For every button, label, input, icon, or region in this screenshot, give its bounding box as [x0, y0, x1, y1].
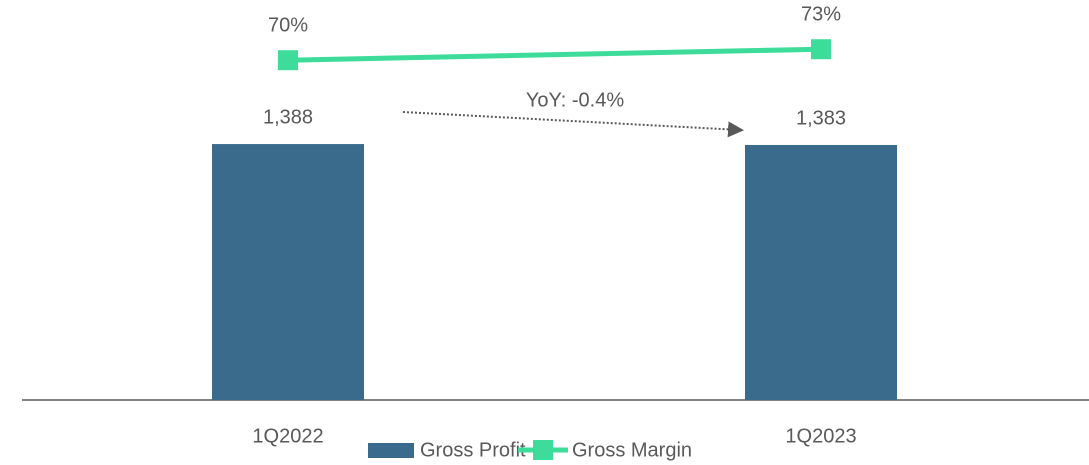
data-label: 73% [801, 4, 841, 26]
x-tick-label: 1Q2022 [252, 425, 323, 447]
annotation: YoY: -0.4% [526, 89, 624, 111]
marker [811, 39, 831, 60]
legend-swatch [368, 443, 414, 458]
marker [278, 50, 298, 71]
line [287, 46, 822, 63]
bar [745, 144, 897, 400]
bar [212, 144, 364, 400]
yoy-arrow [402, 111, 744, 138]
legend-swatch [533, 440, 553, 460]
legend-label: Gross Profit [420, 439, 526, 461]
x-tick-label: 1Q2023 [785, 425, 856, 447]
data-label: 70% [268, 14, 308, 36]
data-label: 1,388 [263, 106, 313, 128]
data-label: 1,383 [796, 107, 846, 129]
legend-label: Gross Margin [572, 439, 692, 461]
